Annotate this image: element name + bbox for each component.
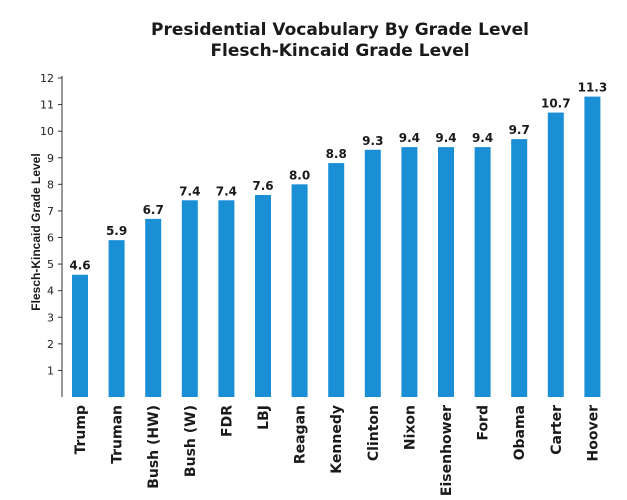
x-tick-label: Truman <box>110 405 126 464</box>
bar <box>72 274 88 397</box>
y-tick-label: 7 <box>47 205 54 218</box>
x-tick-label: Nixon <box>402 405 418 450</box>
x-tick-label: Bush (W) <box>183 405 199 477</box>
bar <box>511 139 528 397</box>
x-tick-label: Kennedy <box>329 405 345 474</box>
data-label: 9.3 <box>362 134 383 148</box>
bar <box>218 200 235 397</box>
data-label: 7.6 <box>252 179 273 193</box>
x-tick-label: Reagan <box>293 405 309 464</box>
data-label: 10.7 <box>541 97 571 111</box>
chart-subtitle: Flesch-Kincaid Grade Level <box>210 41 470 61</box>
bar <box>584 96 601 397</box>
y-tick-label: 4 <box>47 285 54 298</box>
bar <box>438 147 454 397</box>
bar <box>474 147 491 397</box>
bar <box>547 112 564 397</box>
x-tick-label: Trump <box>73 405 89 455</box>
x-tick-label: Eisenhower <box>439 405 455 496</box>
data-label: 9.4 <box>472 131 493 145</box>
x-tick-label: Bush (HW) <box>146 405 162 489</box>
data-label: 5.9 <box>106 224 127 238</box>
bar <box>145 218 162 397</box>
x-tick-label: Hoover <box>585 405 601 462</box>
y-tick-label: 6 <box>47 232 54 245</box>
x-tick-label: Obama <box>512 405 528 460</box>
x-tick-label: Ford <box>476 405 492 441</box>
y-tick-label: 9 <box>47 152 54 165</box>
data-label: 11.3 <box>578 81 608 95</box>
bar <box>328 163 345 397</box>
y-tick-label: 11 <box>40 99 54 112</box>
data-label: 9.4 <box>399 131 420 145</box>
x-tick-label: Carter <box>549 405 565 455</box>
data-label: 9.4 <box>435 131 456 145</box>
data-label: 7.4 <box>179 184 200 198</box>
data-label: 7.4 <box>216 184 237 198</box>
bar <box>108 240 125 397</box>
data-label: 8.0 <box>289 168 310 182</box>
y-tick-label: 12 <box>40 72 54 85</box>
bar <box>255 194 271 397</box>
data-label: 6.7 <box>143 203 164 217</box>
data-label: 8.8 <box>326 147 347 161</box>
y-tick-label: 1 <box>47 364 54 377</box>
y-tick-label: 5 <box>47 258 54 271</box>
bar <box>181 200 198 397</box>
bar <box>401 147 418 397</box>
data-label: 4.6 <box>69 259 90 273</box>
x-tick-label: LBJ <box>256 405 272 430</box>
data-label: 9.7 <box>509 123 530 137</box>
chart-title: Presidential Vocabulary By Grade Level <box>151 20 529 40</box>
x-tick-label: FDR <box>219 405 235 437</box>
x-tick-label: Clinton <box>366 405 382 461</box>
y-tick-label: 2 <box>47 338 54 351</box>
y-tick-label: 10 <box>40 125 54 138</box>
bar <box>364 149 381 397</box>
bar <box>291 184 308 397</box>
y-tick-label: 8 <box>47 178 54 191</box>
y-tick-label: 3 <box>47 311 54 324</box>
